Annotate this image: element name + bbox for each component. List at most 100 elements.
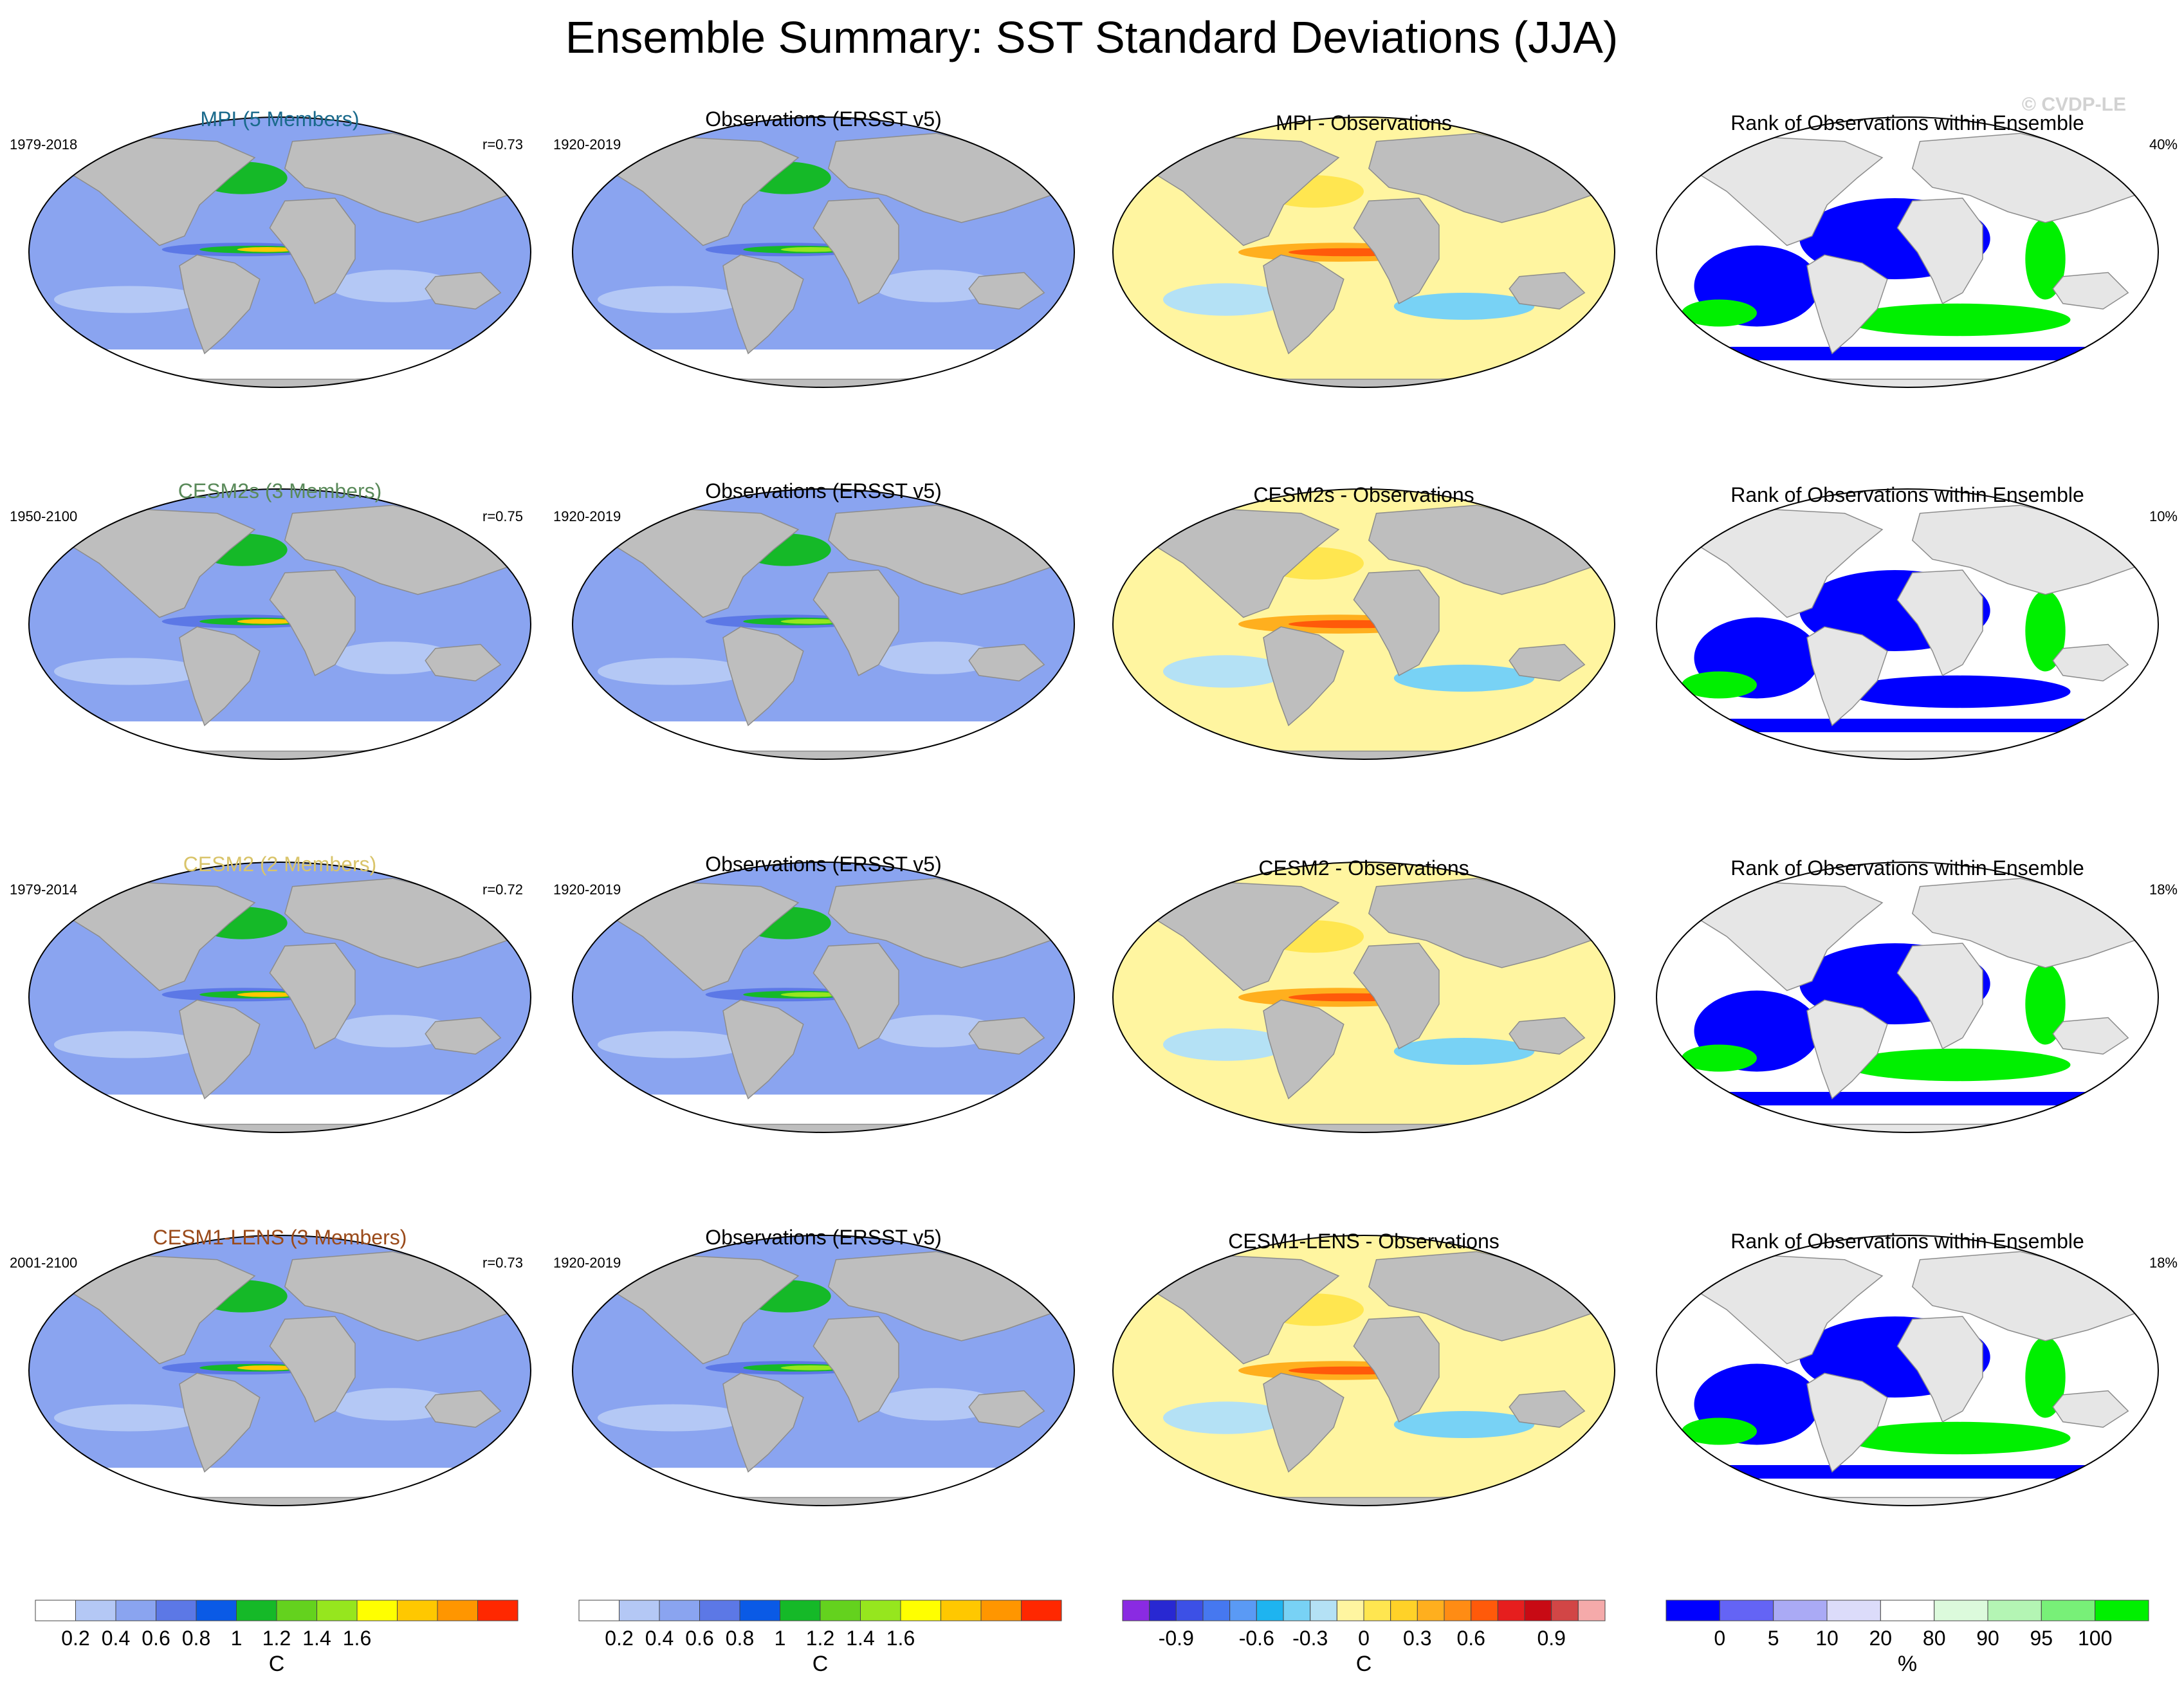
colorbar-tick-label: 0 (1358, 1627, 1370, 1650)
continent (2052, 643, 2129, 681)
continent (2052, 272, 2129, 309)
colorbar-box (1987, 1600, 2042, 1621)
map-panel: CESM1-LENS (3 Members) 2001-2100 r=0.73 (10, 1226, 531, 1506)
map-panel: CESM2s (3 Members) 1950-2100 r=0.75 (10, 479, 531, 760)
colorbar-box (1229, 1600, 1257, 1621)
continent (968, 272, 1045, 309)
obs-period: 1920-2019 (553, 508, 621, 524)
colorbar-box (1283, 1600, 1311, 1621)
continent (425, 1390, 502, 1428)
obs-title: Observations (ERSST v5) (705, 1226, 942, 1249)
continent (1353, 198, 1440, 304)
rank-title: Rank of Observations within Ensemble (1730, 856, 2084, 880)
colorbar-tick-label: -0.6 (1239, 1627, 1274, 1650)
continent (1509, 1017, 1586, 1055)
continent (269, 569, 356, 676)
colorbar-stddev-model: 0.2 0.4 0.6 0.8 1 1.2 1.4 1.6 C (35, 1600, 518, 1676)
colorbar-tick-label: 0.6 (1456, 1627, 1485, 1650)
difference-title: CESM2 - Observations (1258, 856, 1469, 880)
colorbar-box (659, 1600, 700, 1621)
model-title: CESM2 (2 Members) (183, 853, 377, 876)
colorbar-box (1202, 1600, 1231, 1621)
continent (1509, 1390, 1586, 1428)
difference-title: CESM1-LENS - Observations (1228, 1230, 1499, 1253)
pattern-correlation: r=0.73 (482, 136, 523, 152)
continent (1150, 1255, 1340, 1365)
continent (1509, 272, 1586, 309)
continent (968, 1017, 1045, 1055)
colorbar-box (1577, 1600, 1606, 1621)
rank-title: Rank of Observations within Ensemble (1730, 1230, 2084, 1253)
colorbar-box (1149, 1600, 1177, 1621)
colorbar-box (477, 1600, 518, 1621)
continent (179, 999, 261, 1100)
map-panel: Rank of Observations within Ensemble 40% (1656, 111, 2178, 388)
map-border (1656, 116, 2159, 388)
colorbar-box (578, 1600, 619, 1621)
difference-title: CESM2s - Observations (1253, 483, 1474, 506)
continent (609, 1255, 800, 1365)
rank-percent: 18% (2149, 1255, 2178, 1271)
colorbar-box (156, 1600, 197, 1621)
continent (66, 1255, 256, 1365)
map-border (1656, 862, 2159, 1133)
continent (1353, 943, 1440, 1049)
colorbar-box (2095, 1600, 2149, 1621)
colorbar-tick-label: -0.9 (1159, 1627, 1194, 1650)
colorbar-box (619, 1600, 660, 1621)
colorbar-box (1471, 1600, 1498, 1621)
rank-percent: 18% (2149, 881, 2178, 898)
colorbar-box (780, 1600, 821, 1621)
colorbar-box (900, 1600, 941, 1621)
colorbar-box (1551, 1600, 1579, 1621)
continent (1896, 198, 1983, 304)
map-panel: Observations (ERSST v5) 1920-2019 (553, 853, 1075, 1133)
colorbar-box (115, 1600, 156, 1621)
colorbar-tick-label: 0.6 (685, 1627, 713, 1650)
colorbar-box (1826, 1600, 1881, 1621)
colorbar-tick-label: 0.8 (726, 1627, 754, 1650)
continent (812, 1316, 899, 1423)
continent (1353, 1316, 1440, 1423)
colorbar-tick-label: 1.4 (302, 1627, 331, 1650)
colorbar-box (980, 1600, 1022, 1621)
continent (1806, 999, 1888, 1100)
map-panel: CESM2 (2 Members) 1979-2014 r=0.72 (10, 853, 531, 1133)
continent (179, 254, 261, 355)
continent (722, 999, 804, 1100)
colorbar-tick-label: 100 (2078, 1627, 2112, 1650)
map-panel: CESM2s - Observations (1112, 483, 1615, 760)
map-border (572, 116, 1075, 388)
continent (1150, 136, 1340, 246)
continent (1693, 508, 1884, 618)
colorbar-unit: C (1356, 1652, 1372, 1676)
colorbar-box (1363, 1600, 1391, 1621)
continent (2052, 1017, 2129, 1055)
continent (179, 1372, 261, 1473)
model-period: 1979-2014 (10, 881, 77, 898)
colorbar-box (437, 1600, 478, 1621)
continent (968, 1390, 1045, 1428)
continent (722, 1372, 804, 1473)
continent (968, 643, 1045, 681)
colorbar-box (1773, 1600, 1828, 1621)
colorbar-tick-label: 1.2 (806, 1627, 834, 1650)
continent (1353, 569, 1440, 676)
colorbar-box (1666, 1600, 1720, 1621)
colorbar-box (1390, 1600, 1418, 1621)
continent (269, 198, 356, 304)
colorbar-tick-label: 90 (1976, 1627, 1999, 1650)
map-panel: Observations (ERSST v5) 1920-2019 (553, 107, 1075, 388)
continent (1509, 643, 1586, 681)
colorbar-tick-label: 0.3 (1403, 1627, 1431, 1650)
map-border (28, 862, 531, 1133)
map-border (1656, 1235, 2159, 1506)
obs-period: 1920-2019 (553, 136, 621, 152)
colorbar-tick-label: 20 (1869, 1627, 1893, 1650)
continent (2052, 1390, 2129, 1428)
watermark: © CVDP-LE (2022, 94, 2126, 115)
colorbar-tick-label: 1.6 (886, 1627, 915, 1650)
colorbar-tick-label: 0.4 (645, 1627, 674, 1650)
map-border (1112, 1235, 1615, 1506)
rank-percent: 10% (2149, 508, 2178, 524)
